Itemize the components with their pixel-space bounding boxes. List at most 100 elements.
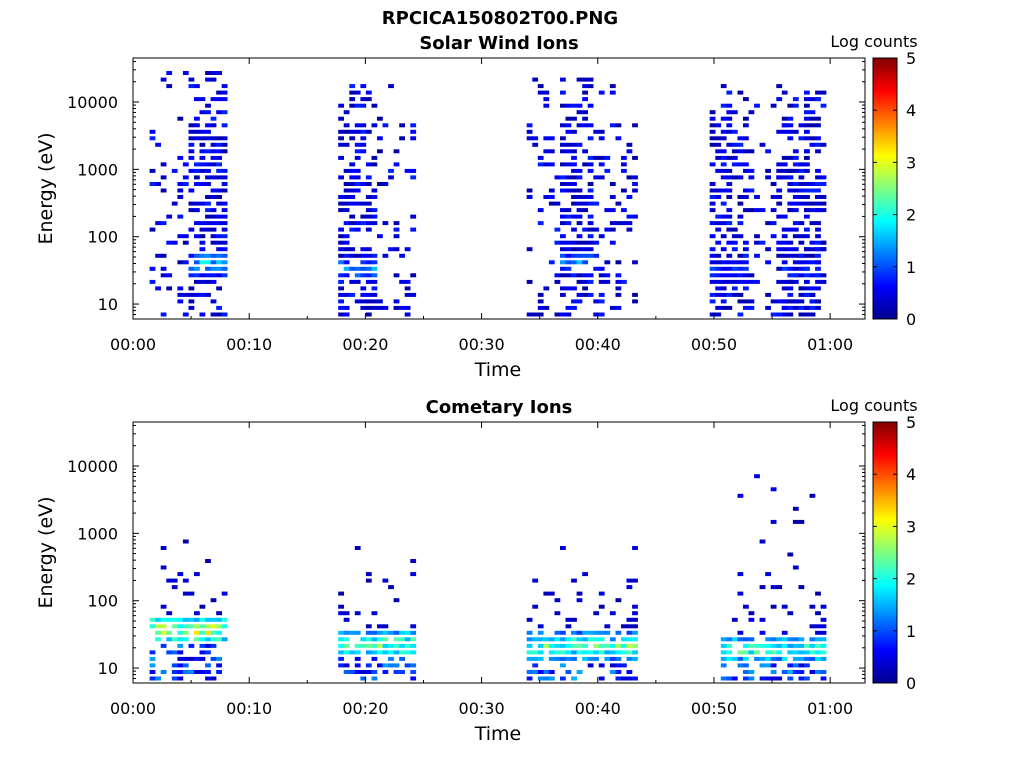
spectrogram-cell: [720, 129, 727, 134]
spectrogram-cell: [205, 670, 211, 674]
spectrogram-cell: [571, 168, 577, 173]
spectrogram-cell: [393, 162, 400, 167]
spectrogram-cell: [548, 188, 555, 193]
spectrogram-cell: [399, 136, 405, 141]
spectrogram-cell: [194, 656, 200, 661]
spectrogram-cell: [349, 247, 356, 252]
spectrogram-cell: [526, 650, 533, 655]
spectrogram-cell: [776, 97, 783, 102]
spectrogram-cell: [177, 299, 184, 304]
spectrogram-cell: [737, 292, 744, 297]
spectrogram-cell: [798, 676, 805, 681]
spectrogram-cell: [354, 279, 361, 284]
spectrogram-cell: [809, 142, 816, 147]
spectrogram-cell: [338, 312, 344, 317]
spectrogram-cell: [576, 214, 583, 219]
spectrogram-cell: [759, 142, 766, 147]
spectrogram-cell: [632, 123, 638, 128]
spectrogram-cell: [582, 643, 588, 648]
spectrogram-cell: [815, 208, 821, 213]
spectrogram-cell: [177, 214, 184, 219]
spectrogram-cell: [182, 578, 189, 583]
spectrogram-cell: [748, 208, 755, 213]
spectrogram-cell: [621, 637, 627, 642]
spectrogram-cell: [343, 650, 350, 655]
spectrogram-cell: [715, 266, 722, 271]
spectrogram-cell: [182, 240, 189, 245]
spectrogram-cell: [410, 670, 417, 674]
spectrogram-cell: [632, 611, 638, 616]
spectrogram-cell: [338, 299, 344, 304]
spectrogram-cell: [598, 637, 605, 642]
spectrogram-cell: [205, 559, 211, 563]
spectrogram-cell: [598, 162, 605, 167]
spectrogram-cell: [737, 260, 744, 265]
spectrogram-cell: [582, 273, 588, 278]
spectrogram-cell: [576, 292, 583, 297]
spectrogram-cell: [571, 643, 577, 648]
spectrogram-cell: [615, 260, 622, 265]
spectrogram-cell: [343, 247, 350, 252]
spectrogram-cell: [815, 286, 821, 291]
spectrogram-cell: [194, 617, 200, 622]
spectrogram-cell: [615, 201, 622, 206]
spectrogram-cell: [792, 103, 799, 108]
spectrogram-cell: [410, 630, 417, 635]
spectrogram-cell: [216, 273, 222, 278]
spectrogram-cell: [393, 637, 400, 642]
spectrogram-cell: [792, 182, 799, 186]
spectrogram-cell: [798, 201, 805, 206]
spectrogram-cell: [587, 247, 594, 252]
spectrogram-cell: [731, 637, 738, 642]
spectrogram-cell: [338, 279, 344, 284]
spectrogram-cell: [349, 162, 356, 167]
spectrogram-cell: [709, 221, 716, 226]
spectrogram-cell: [737, 572, 744, 577]
figure-title: RPCICA150802T00.PNG: [382, 8, 618, 29]
spectrogram-cell: [371, 286, 378, 291]
spectrogram-cell: [820, 90, 827, 95]
spectrogram-cell: [393, 598, 400, 603]
spectrogram-cell: [781, 312, 788, 317]
spectrogram-cell: [365, 292, 372, 297]
spectrogram-cell: [565, 273, 572, 278]
spectrogram-cell: [731, 234, 738, 239]
spectrogram-cell: [388, 650, 394, 655]
spectrogram-cell: [199, 110, 206, 115]
spectrogram-cell: [743, 188, 749, 193]
spectrogram-cell: [210, 71, 217, 75]
spectrogram-cell: [399, 253, 405, 258]
spectrogram-cell: [360, 305, 367, 310]
spectrogram-cell: [399, 650, 405, 655]
spectrogram-cell: [354, 129, 361, 134]
spectrogram-cell: [582, 650, 588, 655]
spectrogram-cell: [149, 266, 156, 271]
spectrogram-cell: [210, 221, 217, 226]
spectrogram-cell: [754, 643, 760, 648]
spectrogram-cell: [765, 247, 771, 252]
spectrogram-cell: [593, 240, 600, 245]
spectrogram-cell: [404, 247, 411, 252]
spectrogram-cell: [792, 162, 799, 167]
spectrogram-cell: [365, 273, 372, 278]
spectrogram-cell: [532, 136, 539, 141]
spectrogram-cell: [743, 273, 749, 278]
spectrogram-cell: [354, 299, 361, 304]
spectrogram-cell: [720, 214, 727, 219]
spectrogram-cell: [360, 84, 367, 89]
spectrogram-cell: [365, 221, 372, 226]
spectrogram-cell: [371, 208, 378, 213]
spectrogram-cell: [149, 650, 156, 655]
x-tick-label: 00:30: [459, 699, 505, 718]
spectrogram-cell: [731, 247, 738, 252]
spectrogram-cell: [532, 650, 539, 655]
spectrogram-cell: [576, 299, 583, 304]
spectrogram-cell: [188, 129, 195, 134]
spectrogram-cell: [765, 663, 771, 668]
spectrogram-cell: [726, 208, 733, 213]
spectrogram-cell: [210, 643, 217, 648]
spectrogram-cell: [776, 84, 783, 89]
spectrogram-cell: [809, 110, 816, 115]
spectrogram-cell: [815, 240, 821, 245]
spectrogram-cell: [338, 604, 344, 609]
